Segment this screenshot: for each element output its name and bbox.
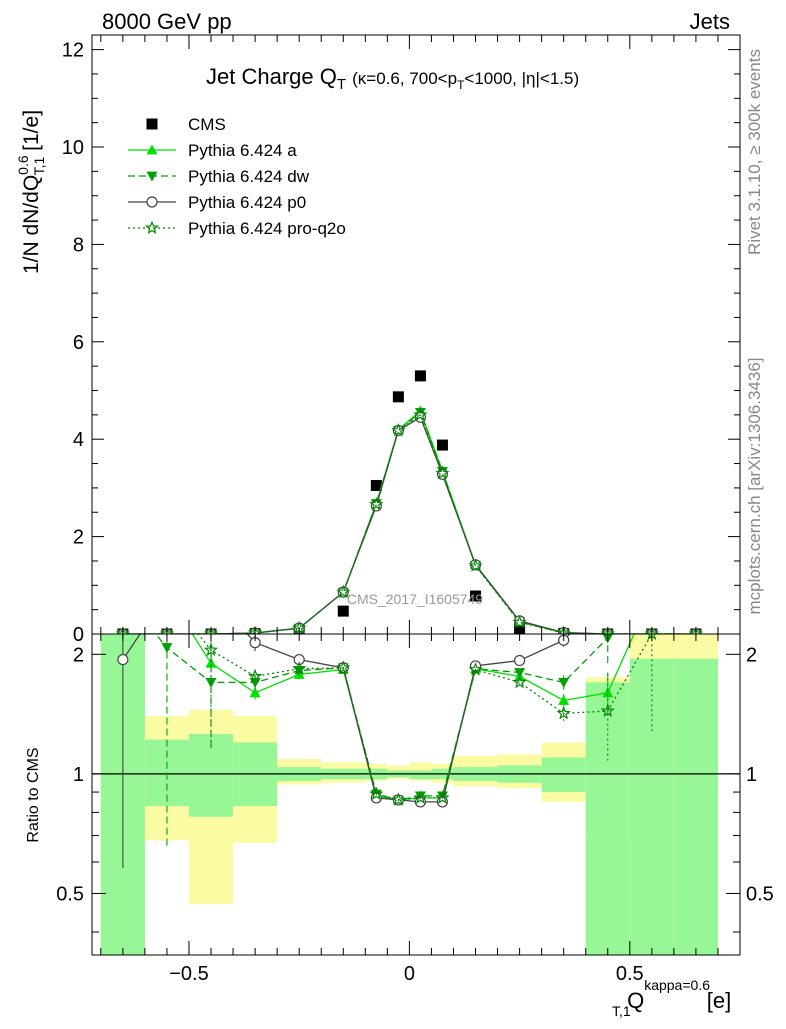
ratio-y-tick-label-right: 2 (746, 644, 757, 666)
legend-marker-pythia-6-424-p0 (146, 196, 158, 208)
mcplots-label: mcplots.cern.ch [arXiv:1306.3436] (745, 357, 764, 614)
data-point-pythia-6-424-pro-q2o (468, 558, 483, 572)
y-tick-label: 6 (73, 332, 84, 354)
ratio-point-pythia-6-424-a (249, 687, 261, 698)
data-point-pythia-6-424-pro-q2o (203, 626, 219, 634)
stat-uncertainty-band (629, 658, 674, 955)
data-point-pythia-6-424-pro-q2o (600, 626, 615, 634)
data-point-pythia-6-424-pro-q2o (115, 626, 130, 634)
ratio-point-pythia-6-424-pro-q2o (435, 790, 450, 804)
data-point-pythia-6-424-pro-q2o (435, 465, 450, 480)
stat-uncertainty-band (585, 682, 630, 955)
y-tick-label: 0 (73, 624, 84, 646)
chart-title: Jet Charge QT (κ=0.6, 700<pT<1000, |η|<1… (206, 64, 579, 93)
y-tick-label: 10 (62, 137, 84, 159)
rivet-version-label: Rivet 3.1.10, ≥ 300k events (745, 49, 764, 255)
ratio-point-pythia-6-424-pro-q2o (600, 703, 615, 718)
y-tick-label: 8 (73, 234, 84, 256)
x-axis-label: Qkappa=0.6 T,1 [e] (612, 977, 731, 1019)
ratio-line-pythia-6-424-p0 (246, 634, 571, 803)
y-tick-label: 4 (73, 429, 84, 451)
ratio-point-pythia-6-424-pro-q2o (292, 661, 307, 675)
x-tick-label: 0 (404, 963, 415, 985)
ratio-point-pythia-6-424-pro-q2o (512, 674, 527, 689)
ratio-point-pythia-6-424-pro-q2o (203, 642, 219, 657)
ratio-point-pythia-6-424-dw (514, 668, 526, 678)
ratio-y-tick-label-left: 2 (73, 644, 84, 666)
data-point-cms (414, 370, 426, 382)
ratio-point-pythia-6-424-pro-q2o (391, 792, 406, 806)
ratio-point-pythia-6-424-dw (558, 677, 570, 688)
stat-uncertainty-band (409, 770, 432, 780)
legend-marker-pythia-6-424-a (146, 144, 158, 155)
main-y-axis-label: 1/N dN/dQ0.6T,1 [1/e] (15, 110, 47, 274)
ratio-point-pythia-6-424-dw (161, 643, 173, 654)
y-tick-label: 12 (62, 40, 84, 62)
ratio-point-pythia-6-424-pro-q2o (336, 660, 351, 674)
data-point-cms (436, 439, 448, 451)
ratio-point-pythia-6-424-pro-q2o (413, 790, 428, 804)
main-panel: CMS_2017_I1605749 0 2 4 6 8 10 12 Jet Charge Q… (15, 34, 741, 646)
data-point-cms (370, 479, 382, 491)
ratio-y-axis-label: Ratio to CMS (25, 747, 42, 842)
x-tick-label: −0.5 (169, 963, 208, 985)
legend-label-pythia-6-424-p0: Pythia 6.424 p0 (188, 193, 306, 212)
watermark-label: CMS_2017_I1605749 (347, 591, 483, 607)
data-point-cms (470, 590, 482, 602)
legend: CMS Pythia 6.424 a Pythia 6.424 dw Pythia 6… (128, 115, 346, 238)
ratio-point-pythia-6-424-pro-q2o (468, 662, 483, 676)
legend-marker-pythia-6-424-pro-q2o (144, 220, 160, 235)
legend-marker-cms (146, 118, 158, 130)
ratio-panel: 0.5 0.5 1 1 2 2 −0.5 0 0.5 Ratio to CMS Qkappa=0… (25, 633, 774, 1019)
data-point-pythia-6-424-pro-q2o (688, 626, 703, 634)
ratio-point-pythia-6-424-a (602, 687, 614, 698)
ratio-point-pythia-6-424-a (558, 695, 570, 705)
x-tick-label: 0.5 (616, 963, 644, 985)
ratio-plot-frame (91, 633, 741, 956)
legend-label-cms: CMS (188, 115, 226, 134)
data-point-pythia-6-424-pro-q2o (413, 407, 428, 421)
ratio-point-pythia-6-424-pro-q2o (556, 705, 571, 720)
data-point-pythia-6-424-pro-q2o (644, 626, 659, 634)
stat-uncertainty-band (541, 757, 586, 793)
legend-label-pythia-6-424-a: Pythia 6.424 a (188, 141, 297, 160)
ratio-y-tick-label-left: 0.5 (56, 883, 84, 905)
data-point-cms (337, 605, 349, 617)
data-point-pythia-6-424-pro-q2o (369, 497, 384, 511)
data-point-pythia-6-424-pro-q2o (391, 423, 406, 437)
ratio-point-pythia-6-424-pro-q2o (369, 786, 384, 801)
data-point-cms (392, 391, 404, 403)
header-process-label: Jets (690, 9, 730, 34)
data-point-pythia-6-424-pro-q2o (556, 625, 571, 634)
legend-marker-pythia-6-424-dw (146, 171, 158, 182)
data-point-pythia-6-424-pro-q2o (512, 614, 527, 629)
ratio-y-tick-label-left: 1 (73, 764, 84, 786)
ratio-point-pythia-6-424-a (205, 657, 217, 668)
ratio-point-pythia-6-424-p0 (117, 653, 129, 666)
ratio-line-pythia-6-424-p0 (122, 634, 141, 660)
ratio-y-tick-label-right: 0.5 (746, 883, 774, 905)
y-tick-label: 2 (73, 527, 84, 549)
data-point-pythia-6-424-pro-q2o (159, 626, 174, 634)
data-point-pythia-6-424-pro-q2o (248, 625, 263, 634)
ratio-point-pythia-6-424-pro-q2o (247, 668, 263, 683)
header-energy-label: 8000 GeV pp (102, 9, 232, 34)
data-point-pythia-6-424-pro-q2o (336, 584, 351, 599)
legend-label-pythia-6-424-dw: Pythia 6.424 dw (188, 167, 310, 186)
ratio-point-pythia-6-424-p0 (513, 654, 526, 667)
stat-uncertainty-band (673, 658, 718, 955)
legend-label-pythia-6-424-pro-q2o: Pythia 6.424 pro-q2o (188, 219, 346, 238)
ratio-y-tick-label-right: 1 (746, 764, 757, 786)
ratio-point-pythia-6-424-dw (205, 677, 217, 688)
